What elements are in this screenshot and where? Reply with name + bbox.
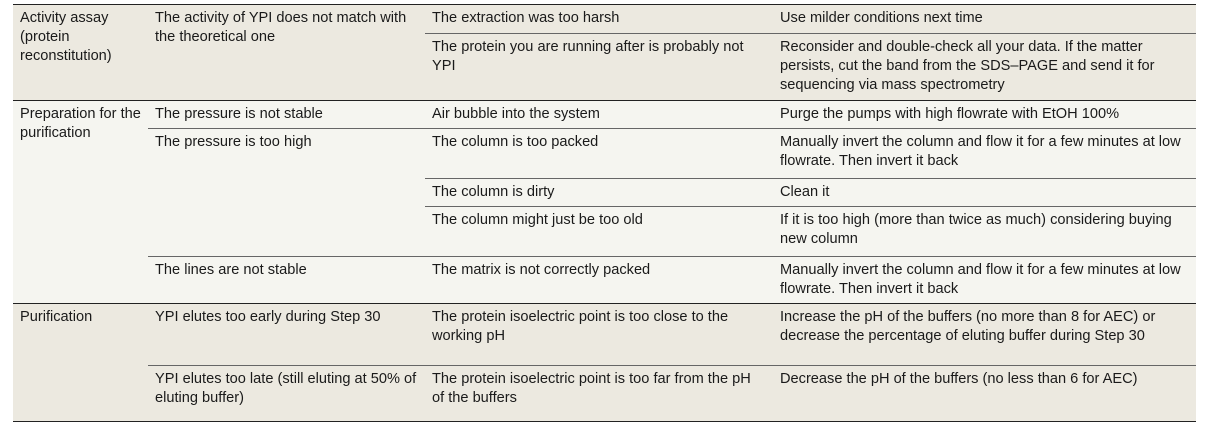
cause-cell: The protein isoelectric point is too clo… — [425, 303, 773, 366]
cause-cell: The column is dirty — [425, 178, 773, 207]
solution-cell: Reconsider and double-check all your dat… — [773, 33, 1196, 101]
troubleshooting-table: Activity assay (protein reconstitution) … — [13, 4, 1196, 422]
problem-cell: The pressure is too high — [148, 128, 425, 257]
solution-cell: Increase the pH of the buffers (no more … — [773, 303, 1196, 366]
problem-cell: YPI elutes too early during Step 30 — [148, 303, 425, 366]
group-preparation: Preparation for the purification The pre… — [13, 100, 1196, 304]
cause-cell: The protein isoelectric point is too far… — [425, 365, 773, 422]
solution-cell: Decrease the pH of the buffers (no less … — [773, 365, 1196, 422]
cause-cell: The matrix is not correctly packed — [425, 256, 773, 304]
solution-cell: Manually invert the column and flow it f… — [773, 256, 1196, 304]
cause-cell: The extraction was too harsh — [425, 4, 773, 34]
cause-cell: Air bubble into the system — [425, 100, 773, 129]
solution-cell: Purge the pumps with high flowrate with … — [773, 100, 1196, 129]
solution-cell: Clean it — [773, 178, 1196, 207]
group-activity-assay: Activity assay (protein reconstitution) … — [13, 4, 1196, 101]
problem-cell: YPI elutes too late (still eluting at 50… — [148, 365, 425, 422]
problem-cell: The activity of YPI does not match with … — [148, 4, 425, 101]
group-purification: Purification YPI elutes too early during… — [13, 303, 1196, 422]
step-cell: Activity assay (protein reconstitution) — [13, 4, 148, 101]
cause-cell: The column is too packed — [425, 128, 773, 179]
problem-cell: The lines are not stable — [148, 256, 425, 304]
step-cell: Purification — [13, 303, 148, 422]
cause-cell: The protein you are running after is pro… — [425, 33, 773, 101]
solution-cell: If it is too high (more than twice as mu… — [773, 206, 1196, 257]
problem-cell: The pressure is not stable — [148, 100, 425, 129]
cause-cell: The column might just be too old — [425, 206, 773, 257]
solution-cell: Use milder conditions next time — [773, 4, 1196, 34]
step-cell: Preparation for the purification — [13, 100, 148, 304]
solution-cell: Manually invert the column and flow it f… — [773, 128, 1196, 179]
